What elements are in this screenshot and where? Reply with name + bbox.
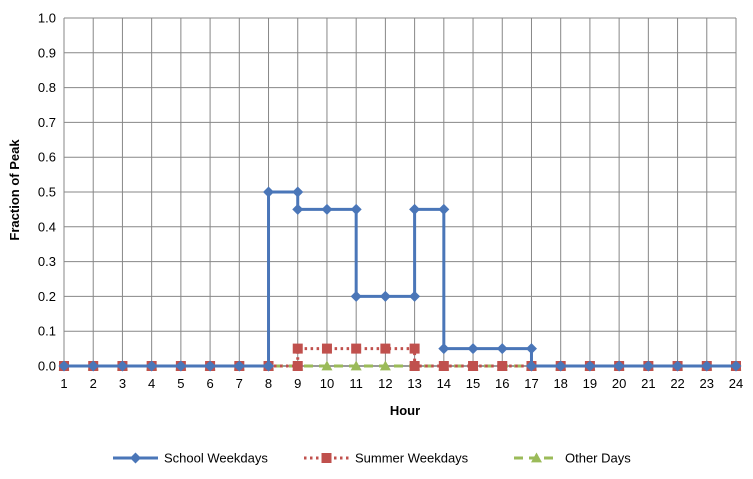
data-point: [525, 360, 537, 372]
data-point: [730, 360, 742, 372]
legend-label: Summer Weekdays: [355, 451, 469, 466]
data-point: [555, 360, 567, 372]
x-tick-label: 11: [349, 376, 363, 391]
x-tick-label: 7: [236, 376, 243, 391]
x-tick-label: 22: [670, 376, 684, 391]
data-point: [321, 360, 333, 371]
data-point: [350, 290, 362, 302]
data-point: [468, 361, 479, 371]
y-tick-label: 0.6: [38, 150, 56, 165]
data-point: [58, 360, 70, 372]
data-point: [438, 203, 450, 215]
data-point: [292, 203, 304, 215]
x-tick-label: 18: [553, 376, 567, 391]
x-tick-label: 5: [177, 376, 184, 391]
data-point: [438, 361, 449, 371]
data-point: [321, 453, 332, 463]
data-point: [409, 343, 420, 354]
y-tick-label: 0.4: [38, 219, 56, 234]
data-point: [613, 360, 625, 372]
x-tick-label: 15: [466, 376, 480, 391]
data-point: [263, 360, 275, 372]
x-tick-label: 16: [495, 376, 509, 391]
x-tick-label: 10: [320, 376, 334, 391]
x-tick-label: 1: [60, 376, 67, 391]
series: [58, 186, 742, 372]
data-point: [292, 343, 303, 354]
data-point: [321, 343, 332, 354]
data-point: [263, 186, 275, 198]
data-point: [409, 290, 421, 302]
data-point: [146, 360, 158, 372]
data-point: [233, 360, 245, 372]
legend-item: Summer Weekdays: [304, 451, 469, 466]
y-axis-title: Fraction of Peak: [7, 139, 22, 241]
x-axis-title: Hour: [390, 403, 420, 418]
y-tick-label: 0.0: [38, 359, 56, 374]
legend-item: School Weekdays: [113, 451, 268, 466]
y-tick-label: 0.9: [38, 45, 56, 60]
data-point: [525, 343, 537, 355]
y-tick-label: 1.0: [38, 11, 56, 26]
data-point: [379, 290, 391, 302]
data-point: [351, 343, 362, 354]
legend: School Weekdays Summer Weekdays Other Days: [113, 451, 631, 466]
legend-item: Other Days: [514, 451, 631, 466]
data-point: [584, 360, 596, 372]
data-point: [379, 360, 391, 371]
series-line: [64, 190, 736, 368]
legend-label: Other Days: [565, 451, 631, 466]
y-tick-label: 0.1: [38, 324, 56, 339]
x-tick-label: 24: [729, 376, 743, 391]
data-point: [531, 452, 542, 463]
data-point: [321, 203, 333, 215]
data-point: [496, 343, 508, 355]
data-point: [350, 203, 362, 215]
data-point: [130, 452, 141, 464]
x-tick-label: 8: [265, 376, 272, 391]
y-axis-ticks: 0.0 0.1 0.2 0.3 0.4 0.5 0.6 0.7 0.8 0.9 1.0: [38, 11, 56, 374]
x-tick-label: 14: [437, 376, 451, 391]
x-tick-label: 19: [583, 376, 597, 391]
x-tick-label: 2: [90, 376, 97, 391]
data-point: [204, 360, 216, 372]
data-point: [292, 361, 303, 371]
data-point: [87, 360, 99, 372]
x-tick-label: 13: [407, 376, 421, 391]
x-tick-label: 21: [641, 376, 655, 391]
data-point: [701, 360, 713, 372]
data-point: [672, 360, 684, 372]
data-point: [467, 343, 479, 355]
data-point: [175, 360, 187, 372]
x-tick-label: 20: [612, 376, 626, 391]
y-tick-label: 0.3: [38, 254, 56, 269]
x-tick-label: 4: [148, 376, 155, 391]
legend-label: School Weekdays: [164, 451, 268, 466]
data-point: [642, 360, 654, 372]
series-line: [64, 347, 736, 368]
y-tick-label: 0.5: [38, 185, 56, 200]
series-layer: [58, 186, 742, 372]
data-point: [497, 361, 508, 371]
data-point: [380, 343, 391, 354]
y-tick-label: 0.2: [38, 289, 56, 304]
data-point: [116, 360, 128, 372]
grid: [63, 17, 737, 367]
x-tick-label: 12: [378, 376, 392, 391]
x-tick-label: 6: [206, 376, 213, 391]
x-tick-label: 3: [119, 376, 126, 391]
data-point: [409, 203, 421, 215]
x-tick-label: 23: [700, 376, 714, 391]
y-tick-label: 0.8: [38, 80, 56, 95]
data-point: [292, 186, 304, 198]
x-axis-ticks: 1 2 3 4 5 6 7 8 9 10 11 12 13 14 15 16 17 18 19 20 21 22 23 24: [60, 376, 743, 391]
y-tick-label: 0.7: [38, 115, 56, 130]
x-tick-label: 9: [294, 376, 301, 391]
x-tick-label: 17: [524, 376, 538, 391]
data-point: [350, 360, 362, 371]
data-point: [438, 343, 450, 355]
data-point: [409, 361, 420, 371]
